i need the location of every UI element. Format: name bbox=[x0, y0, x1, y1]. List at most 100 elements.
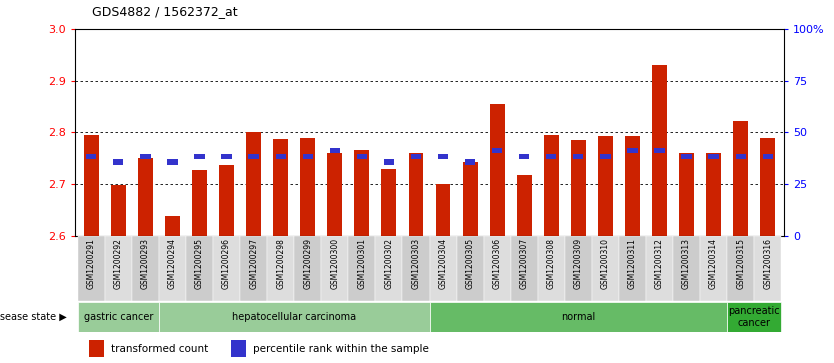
Text: GSM1200315: GSM1200315 bbox=[736, 238, 745, 289]
Bar bbox=[681, 154, 691, 159]
Bar bbox=[673, 236, 700, 301]
Bar bbox=[598, 136, 613, 236]
Bar bbox=[625, 136, 640, 236]
Bar bbox=[736, 154, 746, 159]
Text: GSM1200292: GSM1200292 bbox=[114, 238, 123, 289]
Text: GSM1200310: GSM1200310 bbox=[600, 238, 610, 289]
Bar bbox=[354, 150, 369, 236]
Bar bbox=[275, 154, 286, 159]
Text: transformed count: transformed count bbox=[111, 344, 208, 354]
Bar bbox=[349, 236, 375, 301]
Bar bbox=[222, 154, 232, 159]
Bar bbox=[240, 236, 267, 301]
Bar bbox=[328, 153, 342, 236]
Bar bbox=[430, 236, 456, 301]
Text: GSM1200314: GSM1200314 bbox=[709, 238, 718, 289]
Bar bbox=[321, 236, 349, 301]
Bar bbox=[219, 165, 234, 236]
Bar bbox=[132, 236, 159, 301]
Bar bbox=[409, 153, 424, 236]
Text: GSM1200295: GSM1200295 bbox=[195, 238, 204, 289]
Bar bbox=[165, 216, 180, 236]
Text: disease state ▶: disease state ▶ bbox=[0, 312, 67, 322]
Text: GSM1200313: GSM1200313 bbox=[682, 238, 691, 289]
Bar bbox=[546, 154, 556, 159]
Bar bbox=[646, 236, 673, 301]
Text: GSM1200294: GSM1200294 bbox=[168, 238, 177, 289]
Bar bbox=[303, 154, 313, 159]
Bar bbox=[89, 340, 104, 357]
Text: GSM1200298: GSM1200298 bbox=[276, 238, 285, 289]
Bar bbox=[329, 148, 340, 153]
Bar bbox=[78, 236, 105, 301]
Bar bbox=[186, 236, 213, 301]
Bar bbox=[430, 302, 727, 332]
Bar bbox=[192, 170, 207, 236]
Text: GSM1200293: GSM1200293 bbox=[141, 238, 150, 289]
Bar bbox=[86, 154, 97, 159]
Bar bbox=[761, 138, 775, 236]
Bar bbox=[679, 153, 694, 236]
Bar bbox=[159, 302, 430, 332]
Bar bbox=[517, 175, 531, 236]
Bar bbox=[465, 159, 475, 164]
Bar bbox=[213, 236, 240, 301]
Bar bbox=[140, 154, 151, 159]
Bar bbox=[300, 138, 315, 236]
Bar bbox=[754, 236, 781, 301]
Text: GSM1200304: GSM1200304 bbox=[439, 238, 448, 289]
Bar bbox=[706, 153, 721, 236]
Bar bbox=[456, 236, 484, 301]
Bar bbox=[411, 154, 421, 159]
Bar bbox=[357, 154, 367, 159]
Text: GSM1200300: GSM1200300 bbox=[330, 238, 339, 289]
Text: normal: normal bbox=[561, 312, 595, 322]
Bar bbox=[246, 132, 261, 236]
Text: pancreatic
cancer: pancreatic cancer bbox=[728, 306, 780, 328]
Text: GSM1200302: GSM1200302 bbox=[384, 238, 394, 289]
Bar bbox=[375, 236, 403, 301]
Text: GSM1200291: GSM1200291 bbox=[87, 238, 96, 289]
Bar bbox=[538, 236, 565, 301]
Bar bbox=[600, 154, 610, 159]
Bar bbox=[168, 159, 178, 164]
Bar bbox=[490, 103, 505, 236]
Text: GSM1200316: GSM1200316 bbox=[763, 238, 772, 289]
Bar bbox=[463, 163, 478, 236]
Bar bbox=[627, 148, 637, 153]
Bar bbox=[138, 158, 153, 236]
Text: GSM1200309: GSM1200309 bbox=[574, 238, 583, 289]
Bar bbox=[435, 184, 450, 236]
Text: GSM1200306: GSM1200306 bbox=[493, 238, 502, 289]
Text: GSM1200311: GSM1200311 bbox=[628, 238, 637, 289]
Text: GSM1200305: GSM1200305 bbox=[465, 238, 475, 289]
Bar bbox=[384, 159, 394, 164]
Text: GSM1200301: GSM1200301 bbox=[357, 238, 366, 289]
Bar bbox=[727, 302, 781, 332]
Bar bbox=[727, 236, 754, 301]
Bar bbox=[84, 135, 98, 236]
Bar bbox=[573, 154, 584, 159]
Bar bbox=[249, 154, 259, 159]
Text: percentile rank within the sample: percentile rank within the sample bbox=[253, 344, 429, 354]
Bar bbox=[565, 236, 592, 301]
Bar bbox=[571, 140, 585, 236]
Bar bbox=[111, 185, 126, 236]
Bar bbox=[544, 135, 559, 236]
Bar bbox=[78, 302, 159, 332]
Text: GSM1200296: GSM1200296 bbox=[222, 238, 231, 289]
Text: GSM1200299: GSM1200299 bbox=[304, 238, 312, 289]
Bar bbox=[381, 169, 396, 236]
Text: hepatocellular carcinoma: hepatocellular carcinoma bbox=[232, 312, 356, 322]
Bar bbox=[519, 154, 530, 159]
Bar bbox=[113, 159, 123, 164]
Bar bbox=[159, 236, 186, 301]
Bar bbox=[274, 139, 288, 236]
Bar bbox=[733, 121, 748, 236]
Text: GSM1200312: GSM1200312 bbox=[655, 238, 664, 289]
Text: gastric cancer: gastric cancer bbox=[83, 312, 153, 322]
Bar bbox=[492, 148, 502, 153]
Bar bbox=[438, 154, 448, 159]
Text: GDS4882 / 1562372_at: GDS4882 / 1562372_at bbox=[92, 5, 238, 18]
Bar bbox=[700, 236, 727, 301]
